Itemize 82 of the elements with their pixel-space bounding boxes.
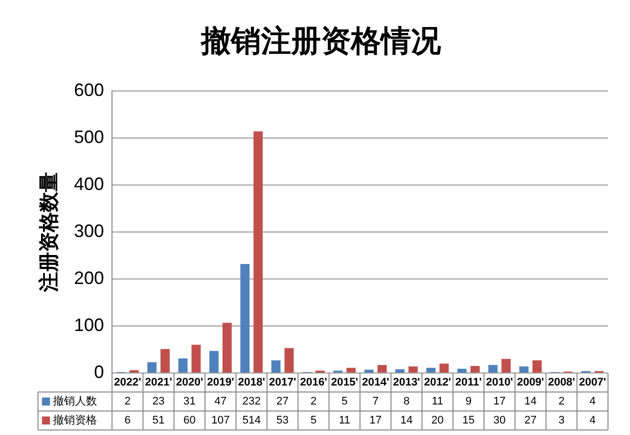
data-label: 30 <box>493 414 506 427</box>
y-tick-label: 0 <box>94 362 104 382</box>
bar <box>178 358 188 372</box>
x-tick-label: 2009' <box>516 376 544 389</box>
bar <box>426 368 436 372</box>
data-label: 6 <box>124 414 131 427</box>
bar <box>254 131 263 372</box>
data-label: 232 <box>242 396 261 408</box>
x-tick-label: 2010' <box>486 376 514 389</box>
bar <box>439 364 449 372</box>
y-tick-label: 600 <box>74 80 104 100</box>
bar <box>147 362 157 372</box>
bar <box>271 360 281 372</box>
data-label: 23 <box>152 396 165 408</box>
bar <box>501 358 511 372</box>
bar <box>284 348 294 372</box>
bar <box>457 368 467 372</box>
x-tick-label: 2013' <box>392 376 420 389</box>
data-label: 7 <box>372 396 379 408</box>
data-label: 17 <box>493 396 506 408</box>
x-tick-label: 2007' <box>578 376 606 389</box>
data-label: 5 <box>341 396 348 408</box>
chart-title: 撤销注册资格情况 <box>200 24 442 58</box>
data-label: 51 <box>152 414 165 427</box>
data-label: 107 <box>211 414 230 427</box>
data-label: 27 <box>524 414 537 427</box>
x-tick-label: 2014' <box>362 376 390 389</box>
x-tick-label: 2008' <box>548 376 576 389</box>
data-label: 20 <box>431 414 444 427</box>
data-label: 5 <box>310 414 317 427</box>
legend-label: 撤销资格 <box>53 414 97 427</box>
bar <box>532 360 542 372</box>
data-label: 14 <box>400 414 413 427</box>
bar <box>395 369 405 372</box>
data-label: 4 <box>589 396 596 408</box>
data-label: 8 <box>403 396 410 408</box>
bar <box>408 366 418 372</box>
x-tick-label: 2019' <box>206 376 234 389</box>
y-tick-label: 100 <box>74 314 104 335</box>
data-label: 31 <box>183 396 196 408</box>
bar <box>377 365 387 372</box>
x-tick-label: 2015' <box>330 376 358 389</box>
data-label: 514 <box>242 414 261 427</box>
x-tick-label: 2012' <box>424 376 452 389</box>
bar <box>222 322 232 372</box>
y-tick-label: 500 <box>74 126 104 147</box>
data-label: 3 <box>558 414 565 427</box>
data-label: 60 <box>183 414 196 427</box>
data-label: 2 <box>124 396 131 408</box>
y-axis-title: 注册资格数量 <box>38 172 61 293</box>
x-tick-label: 2022' <box>114 376 142 389</box>
data-label: 11 <box>432 396 444 408</box>
x-tick-label: 2011' <box>455 376 482 389</box>
y-tick-label: 400 <box>74 174 104 194</box>
data-label: 2 <box>310 396 317 408</box>
legend-label: 撤销人数 <box>53 394 97 408</box>
x-tick-label: 2021' <box>144 376 172 389</box>
data-label: 47 <box>214 396 227 408</box>
bar <box>470 366 480 372</box>
bar <box>209 350 219 372</box>
data-label: 27 <box>276 396 289 408</box>
x-tick-label: 2018' <box>238 376 266 389</box>
bar <box>519 366 529 372</box>
data-label: 2 <box>558 396 565 408</box>
bar <box>240 264 250 372</box>
data-label: 4 <box>589 414 596 427</box>
bar <box>488 365 498 372</box>
y-tick-label: 300 <box>74 220 104 241</box>
data-label: 14 <box>524 396 537 408</box>
bar <box>364 370 374 372</box>
bar <box>346 368 356 372</box>
x-tick-label: 2020' <box>176 376 204 389</box>
data-label: 17 <box>369 414 382 427</box>
x-tick-label: 2016' <box>300 376 328 389</box>
data-label: 15 <box>462 414 475 427</box>
bar <box>160 349 170 372</box>
x-tick-label: 2017' <box>268 376 296 389</box>
data-label: 53 <box>276 414 289 427</box>
data-label: 9 <box>465 396 472 408</box>
bar <box>192 344 201 372</box>
data-label: 11 <box>338 414 350 427</box>
y-tick-label: 200 <box>74 268 104 288</box>
